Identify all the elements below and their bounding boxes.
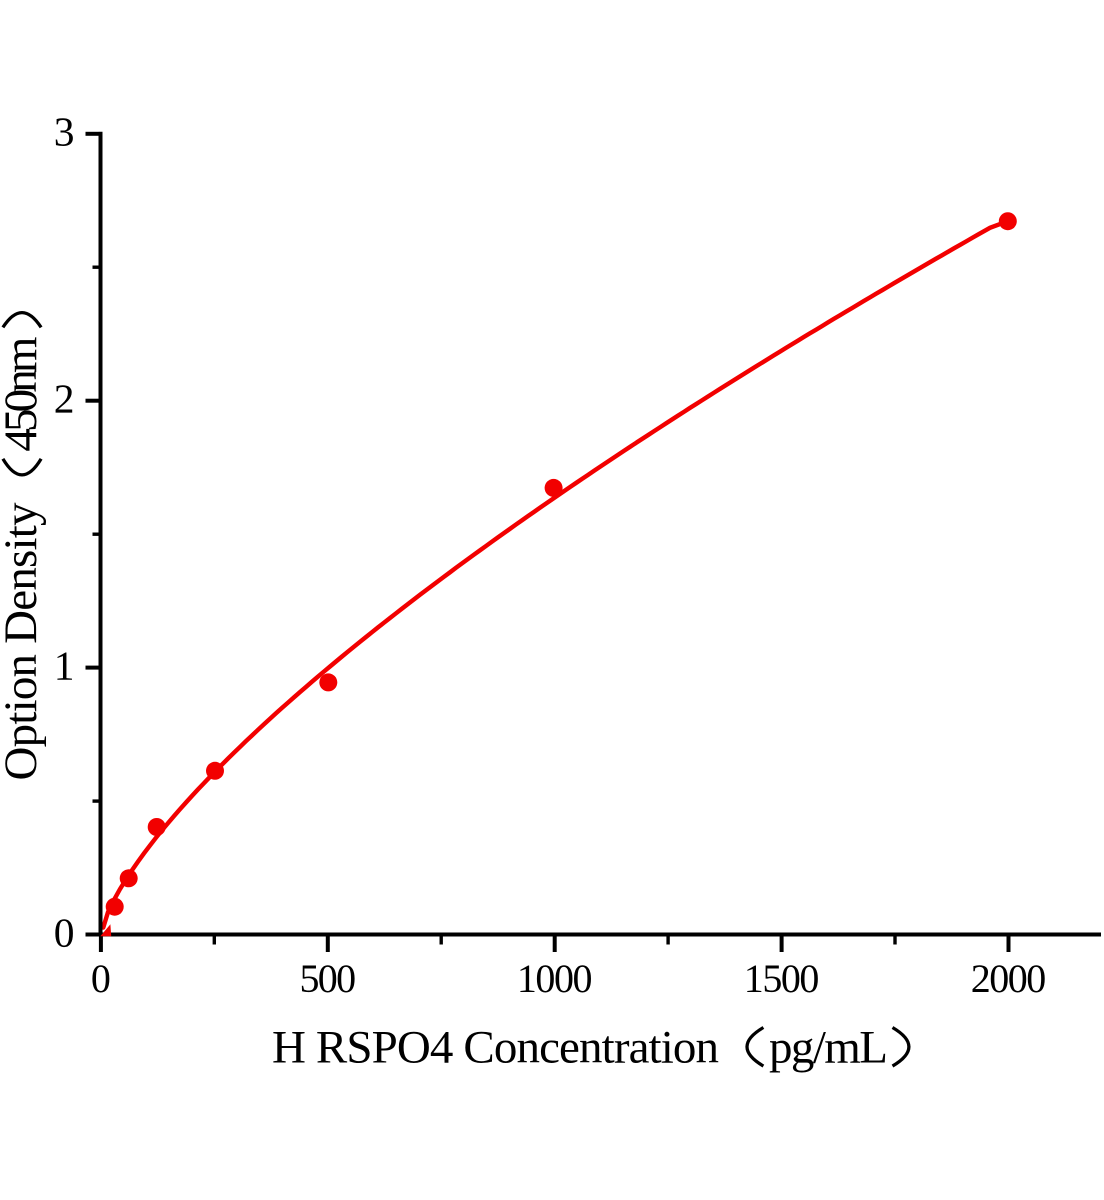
svg-text:1000: 1000	[517, 956, 593, 1001]
svg-text:450nm: 450nm	[0, 337, 47, 452]
svg-text:0: 0	[91, 956, 111, 1001]
svg-text:2: 2	[54, 376, 75, 422]
svg-text:Option Density: Option Density	[0, 502, 47, 781]
svg-text:1: 1	[54, 642, 75, 688]
svg-text:1500: 1500	[744, 956, 820, 1001]
svg-text:0: 0	[54, 909, 75, 955]
svg-text:3: 3	[54, 109, 75, 155]
svg-text:500: 500	[299, 956, 356, 1001]
svg-text:H RSPO4 Concentration: H RSPO4 Concentration	[272, 1022, 719, 1074]
svg-text:pg/mL: pg/mL	[769, 1022, 888, 1074]
svg-text:2000: 2000	[971, 956, 1047, 1001]
